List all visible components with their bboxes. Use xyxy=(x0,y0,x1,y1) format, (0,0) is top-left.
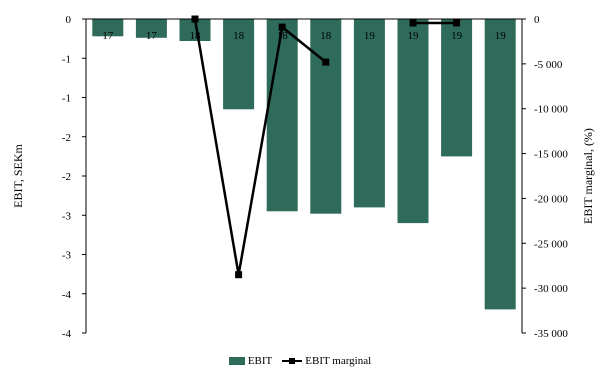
combo-chart: 0 -1 -1 -2 -2 -3 -3 -4 -4 0 -5 000 -10 000 -15 000 -… xyxy=(11,14,595,340)
line-point-5 xyxy=(322,58,330,66)
left-tick-label-1: -1 xyxy=(62,53,71,65)
category-label-3: 18 xyxy=(233,30,245,42)
left-tick-label-7: -4 xyxy=(62,289,72,301)
right-tick-label-4: -20 000 xyxy=(534,193,568,205)
left-tick-label-0: 0 xyxy=(66,14,72,26)
left-tick-label-4: -2 xyxy=(62,171,71,183)
line-point-2 xyxy=(191,15,199,23)
bar-4 xyxy=(266,19,298,212)
line-point-8 xyxy=(453,19,461,27)
legend-item-ebit: EBIT xyxy=(228,355,273,367)
left-tick-label-2: -1 xyxy=(62,93,71,105)
bar-9 xyxy=(484,19,516,310)
line-segment-0 xyxy=(193,18,327,275)
bar-3 xyxy=(223,19,255,110)
category-label-8: 19 xyxy=(451,30,463,42)
category-labels: 17 17 18 18 18 18 19 19 19 19 xyxy=(102,30,506,42)
right-tick-label-2: -10 000 xyxy=(534,104,568,116)
left-tick-label-5: -3 xyxy=(62,210,72,222)
left-tick-label-3: -2 xyxy=(62,132,71,144)
right-tick-label-5: -25 000 xyxy=(534,238,568,250)
y2-axis-title: EBIT marginal, (%) xyxy=(581,128,595,224)
right-tick-label-1: -5 000 xyxy=(534,59,563,71)
bar-7 xyxy=(397,19,429,224)
legend-swatch-ebit xyxy=(228,357,245,365)
bar-1 xyxy=(135,19,167,38)
category-label-1: 17 xyxy=(146,30,158,42)
category-label-0: 17 xyxy=(102,30,114,42)
line-point-3 xyxy=(235,271,243,279)
legend: EBIT EBIT marginal xyxy=(0,352,600,370)
right-tick-label-6: -30 000 xyxy=(534,283,568,295)
legend-swatch-ebit-marginal xyxy=(282,356,303,366)
bar-8 xyxy=(441,19,473,157)
right-tick-label-7: -35 000 xyxy=(534,328,568,340)
line-point-7 xyxy=(409,19,417,27)
left-tick-label-6: -3 xyxy=(62,250,72,262)
category-label-9: 19 xyxy=(495,30,507,42)
right-tick-label-0: 0 xyxy=(534,14,540,26)
legend-label-ebit-marginal: EBIT marginal xyxy=(305,355,372,367)
legend-item-ebit-marginal: EBIT marginal xyxy=(282,355,371,367)
line-point-4 xyxy=(278,23,286,31)
category-label-2: 18 xyxy=(190,30,202,42)
y-axis-title: EBIT, SEKm xyxy=(11,143,25,207)
ebit-marginal-line xyxy=(191,15,461,279)
bar-5 xyxy=(310,19,342,214)
bar-0 xyxy=(92,19,124,37)
right-ticks: 0 -5 000 -10 000 -15 000 -20 000 -25 000 -30 0… xyxy=(522,14,568,340)
legend-label-ebit: EBIT xyxy=(247,355,273,367)
left-ticks: 0 -1 -1 -2 -2 -3 -3 -4 -4 xyxy=(62,14,86,340)
left-tick-label-8: -4 xyxy=(62,328,72,340)
bar-2 xyxy=(179,19,211,41)
ebit-bars xyxy=(92,19,516,310)
bar-6 xyxy=(353,19,385,208)
category-label-4: 18 xyxy=(277,30,289,42)
category-label-5: 18 xyxy=(320,30,332,42)
category-label-7: 19 xyxy=(408,30,420,42)
right-tick-label-3: -15 000 xyxy=(534,149,568,161)
category-label-6: 19 xyxy=(364,30,376,42)
